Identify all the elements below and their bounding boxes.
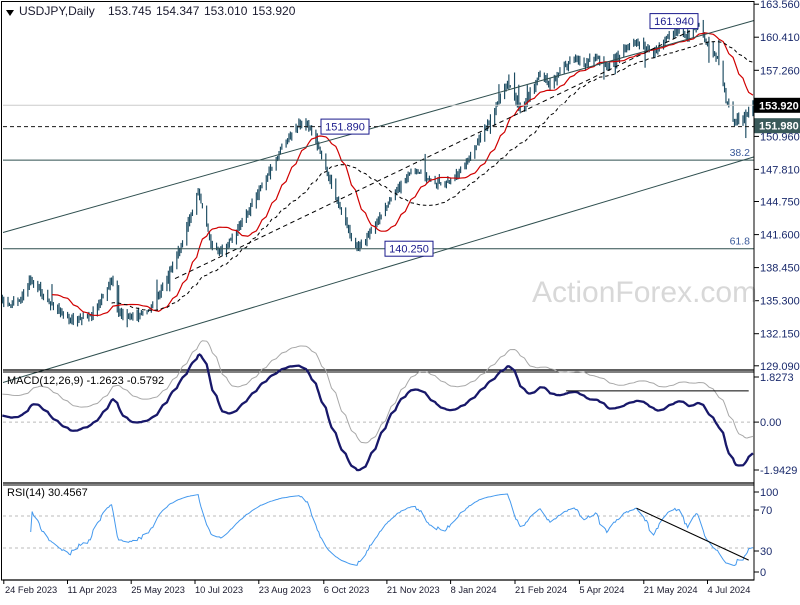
svg-text:38.2: 38.2 xyxy=(730,147,751,159)
svg-text:100: 100 xyxy=(760,487,778,499)
svg-text:21 Feb 2024: 21 Feb 2024 xyxy=(515,585,567,595)
svg-text:144.750: 144.750 xyxy=(760,197,800,209)
svg-text:163.560: 163.560 xyxy=(760,0,800,11)
svg-text:6 Oct 2023: 6 Oct 2023 xyxy=(324,585,369,595)
svg-text:140.250: 140.250 xyxy=(389,244,429,256)
svg-text:132.150: 132.150 xyxy=(760,329,800,341)
svg-text:150.960: 150.960 xyxy=(760,131,800,143)
svg-text:154.347: 154.347 xyxy=(156,4,200,18)
svg-text:161.940: 161.940 xyxy=(654,16,694,28)
svg-text:21 May 2024: 21 May 2024 xyxy=(644,585,698,595)
svg-text:11 Apr 2023: 11 Apr 2023 xyxy=(68,585,117,595)
svg-text:153.920: 153.920 xyxy=(759,100,799,112)
svg-text:5 Apr 2024: 5 Apr 2024 xyxy=(579,585,624,595)
svg-text:-1.9429: -1.9429 xyxy=(760,465,797,477)
svg-text:160.410: 160.410 xyxy=(760,32,800,44)
svg-text:MACD(12,26,9) -1.2623 -0.5792: MACD(12,26,9) -1.2623 -0.5792 xyxy=(7,375,164,387)
svg-text:157.260: 157.260 xyxy=(760,65,800,77)
svg-text:147.810: 147.810 xyxy=(760,164,800,176)
svg-text:129.090: 129.090 xyxy=(760,361,800,373)
svg-text:23 Aug 2023: 23 Aug 2023 xyxy=(259,585,311,595)
svg-text:10 Jul 2023: 10 Jul 2023 xyxy=(195,585,243,595)
svg-text:70: 70 xyxy=(760,505,772,517)
svg-text:RSI(14) 30.4567: RSI(14) 30.4567 xyxy=(7,487,88,499)
svg-text:4 Jul 2024: 4 Jul 2024 xyxy=(708,585,751,595)
svg-text:24 Feb 2023: 24 Feb 2023 xyxy=(5,585,57,595)
svg-text:8 Jan 2024: 8 Jan 2024 xyxy=(451,585,497,595)
svg-text:135.300: 135.300 xyxy=(760,296,800,308)
svg-text:141.600: 141.600 xyxy=(760,230,800,242)
svg-text:153.745: 153.745 xyxy=(108,4,152,18)
svg-text:30: 30 xyxy=(760,546,772,558)
svg-text:151.890: 151.890 xyxy=(325,122,365,134)
svg-text:153.010: 153.010 xyxy=(204,4,248,18)
svg-text:0: 0 xyxy=(760,567,766,579)
svg-text:0.00: 0.00 xyxy=(760,417,781,429)
svg-text:61.8: 61.8 xyxy=(730,236,751,248)
svg-text:153.920: 153.920 xyxy=(252,4,296,18)
svg-text:138.450: 138.450 xyxy=(760,263,800,275)
svg-text:ActionForex.com: ActionForex.com xyxy=(532,276,757,309)
svg-text:25 May 2023: 25 May 2023 xyxy=(131,585,185,595)
svg-text:21 Nov 2023: 21 Nov 2023 xyxy=(387,585,440,595)
svg-text:USDJPY,Daily: USDJPY,Daily xyxy=(19,4,95,18)
svg-text:1.8273: 1.8273 xyxy=(760,372,794,384)
